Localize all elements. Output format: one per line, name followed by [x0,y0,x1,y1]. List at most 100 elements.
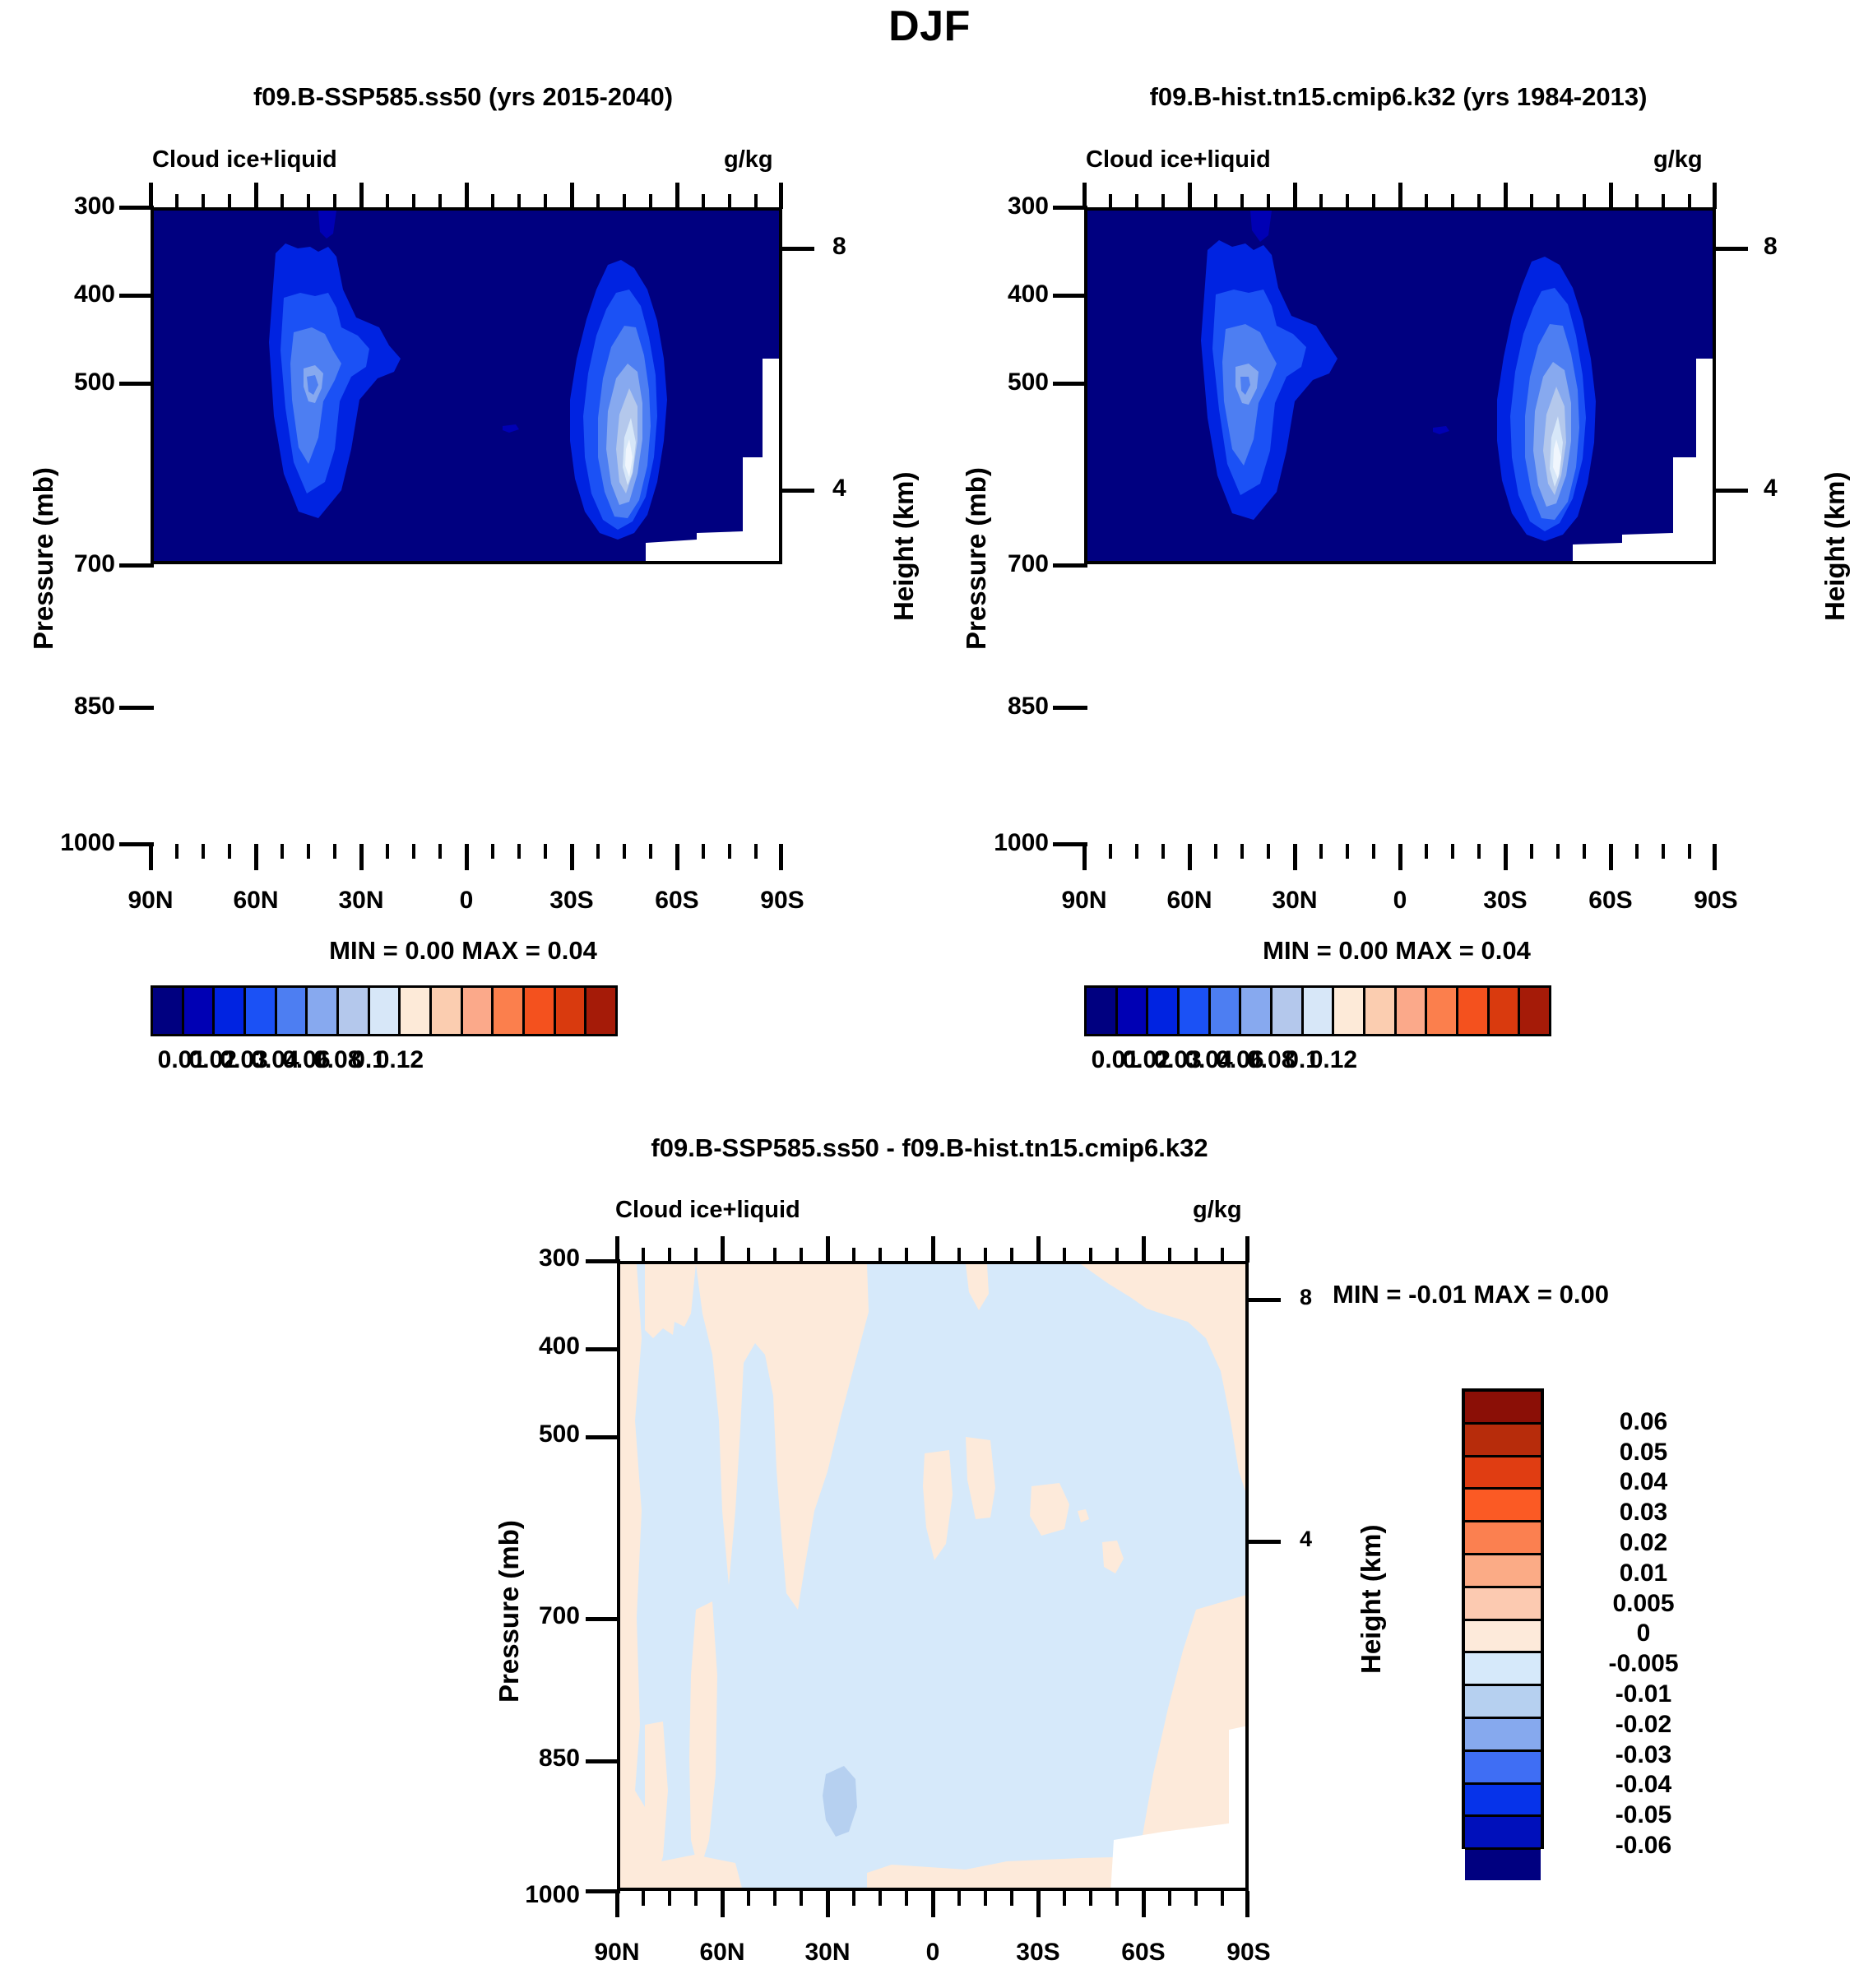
colorbar-tick-label: 0.03 [1153,1046,1202,1073]
colorbar-tick-label: 0.01 [157,1046,206,1073]
colorbar-swatch[interactable] [153,988,184,1034]
panel-top-right-colorbar[interactable] [1084,985,1551,1036]
colorbar-swatch[interactable] [1303,988,1335,1034]
panel-bottom-diff-colorbar[interactable] [1462,1388,1544,1880]
panel-bottom-diff-plot-area [617,1261,1249,1891]
colorbar-tick-label: 0.03 [1619,1499,1668,1527]
panel-top-left-colorbar-labels: 0.01 0.02 0.03 0.04 0.06 0.08 0.1 0.12 [151,1046,618,1079]
colorbar-swatch[interactable] [1520,988,1550,1034]
panel-bottom-diff-title: f09.B-SSP585.ss50 - f09.B-hist.tn15.cmip… [651,1133,1208,1162]
colorbar-swatch[interactable] [1465,1587,1541,1621]
colorbar-swatch[interactable] [1396,988,1428,1034]
colorbar-tick-label: -0.03 [1615,1740,1672,1768]
colorbar-swatch[interactable] [525,988,556,1034]
panel-top-left-xtick-60S: 60S [655,887,699,914]
panel-top-right-ytick-400: 400 [1007,280,1049,308]
colorbar-swatch[interactable] [432,988,463,1034]
colorbar-swatch[interactable] [1273,988,1304,1034]
colorbar-swatch[interactable] [1465,1522,1541,1555]
panel-bottom-diff-minmax: MIN = -0.01 MAX = 0.00 [1333,1280,1609,1309]
colorbar-swatch[interactable] [1465,1555,1541,1588]
panel-top-right-y2label: Height (km) [1820,471,1850,622]
colorbar-swatch[interactable] [1458,988,1490,1034]
panel-top-left-ytick-850: 850 [73,693,115,720]
colorbar-swatch[interactable] [1465,1686,1541,1719]
colorbar-swatch[interactable] [1334,988,1366,1034]
panel-top-right-colorbar-labels: 0.01 0.02 0.03 0.04 0.06 0.08 0.1 0.12 [1084,1046,1551,1079]
colorbar-swatch[interactable] [1117,988,1149,1034]
colorbar-swatch[interactable] [494,988,526,1034]
panel-top-left-ytick-1000: 1000 [60,829,115,856]
panel-top-right-xtick-0: 0 [1393,887,1407,914]
colorbar-swatch[interactable] [1241,988,1273,1034]
panel-top-right-xtick-90N: 90N [1061,887,1107,914]
colorbar-swatch[interactable] [586,988,616,1034]
colorbar-swatch[interactable] [1465,1784,1541,1818]
colorbar-tick-label: -0.005 [1608,1650,1679,1678]
colorbar-swatch[interactable] [462,988,494,1034]
panel-bottom-diff-ytick-1000: 1000 [525,1881,580,1908]
colorbar-tick-label: 0.1 [1285,1046,1319,1073]
panel-top-right-plot-area [1084,207,1716,564]
panel-bottom-diff-variable-label: Cloud ice+liquid [615,1197,800,1223]
colorbar-tick-label: 0.05 [1619,1438,1668,1466]
panel-top-left-xtick-30S: 30S [549,887,594,914]
colorbar-swatch[interactable] [1465,1392,1541,1425]
colorbar-swatch[interactable] [1465,1620,1541,1654]
colorbar-tick-label: 0.02 [1122,1046,1171,1073]
panel-top-right-xtick-90S: 90S [1694,887,1738,914]
panel-top-left-ytick-400: 400 [73,280,115,308]
colorbar-swatch[interactable] [1465,1457,1541,1490]
colorbar-tick-label: -0.05 [1615,1801,1672,1829]
colorbar-tick-label: 0.03 [220,1046,268,1073]
colorbar-tick-label: 0.04 [251,1046,299,1073]
colorbar-swatch[interactable] [1489,988,1521,1034]
colorbar-swatch[interactable] [1465,1817,1541,1851]
colorbar-swatch[interactable] [339,988,370,1034]
colorbar-swatch[interactable] [308,988,340,1034]
panel-top-left-y2tick-8: 8 [832,233,846,260]
colorbar-swatch[interactable] [1465,1490,1541,1523]
colorbar-swatch[interactable] [215,988,247,1034]
panel-bottom-diff-xtick-60S: 60S [1121,1939,1166,1966]
colorbar-swatch[interactable] [1465,1424,1541,1457]
colorbar-tick-label: 0 [1636,1620,1651,1647]
colorbar-swatch[interactable] [401,988,433,1034]
colorbar-swatch[interactable] [1465,1653,1541,1687]
panel-top-right-y2tick-8: 8 [1764,233,1778,260]
panel-top-right-units-label: g/kg [1653,146,1703,173]
colorbar-swatch[interactable] [1180,988,1211,1034]
colorbar-swatch[interactable] [369,988,401,1034]
panel-top-left-xtick-0: 0 [459,887,474,914]
colorbar-swatch[interactable] [1465,1718,1541,1752]
colorbar-swatch[interactable] [1465,1850,1541,1880]
colorbar-tick-label: 0.06 [1619,1407,1668,1435]
colorbar-swatch[interactable] [183,988,216,1034]
colorbar-tick-label: 0.005 [1612,1589,1675,1617]
colorbar-swatch[interactable] [1365,988,1397,1034]
panel-top-right-y2tick-4: 4 [1764,475,1778,502]
colorbar-swatch[interactable] [246,988,277,1034]
panel-top-right-title: f09.B-hist.tn15.cmip6.k32 (yrs 1984-2013… [1149,82,1648,111]
colorbar-swatch[interactable] [1087,988,1118,1034]
colorbar-swatch[interactable] [1465,1751,1541,1785]
panel-top-left-ytick-500: 500 [73,368,115,396]
panel-top-left-variable-label: Cloud ice+liquid [152,146,337,173]
colorbar-swatch[interactable] [1148,988,1180,1034]
panel-bottom-diff-y2tick-4: 4 [1300,1527,1313,1551]
panel-top-right-ytick-500: 500 [1007,368,1049,396]
colorbar-tick-label: 0.01 [1619,1559,1668,1587]
colorbar-swatch[interactable] [1427,988,1459,1034]
colorbar-swatch[interactable] [1210,988,1242,1034]
panel-top-left-colorbar[interactable] [151,985,618,1036]
colorbar-swatch[interactable] [276,988,308,1034]
panel-top-left-y2tick-4: 4 [832,475,846,502]
panel-top-right-variable-label: Cloud ice+liquid [1086,146,1271,173]
panel-bottom-diff-xtick-60N: 60N [699,1939,745,1966]
panel-top-right-xtick-30N: 30N [1272,887,1318,914]
colorbar-swatch[interactable] [555,988,587,1034]
panel-top-left-y2label: Height (km) [888,471,919,622]
panel-top-right-ytick-850: 850 [1007,693,1049,720]
colorbar-tick-label: -0.04 [1615,1771,1672,1799]
colorbar-tick-label: 0.02 [188,1046,237,1073]
